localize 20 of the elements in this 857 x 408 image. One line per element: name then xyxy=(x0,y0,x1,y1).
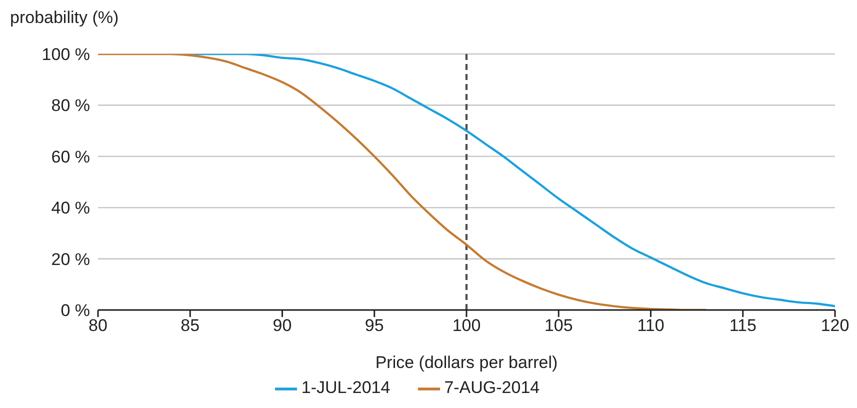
x-tick-label: 80 xyxy=(88,316,108,336)
x-tick-label: 110 xyxy=(637,316,664,336)
x-tick-label: 95 xyxy=(364,316,384,336)
x-axis-title: Price (dollars per barrel) xyxy=(375,353,558,372)
y-tick-label: 80 % xyxy=(51,96,90,116)
y-tick-label: 100 % xyxy=(42,45,90,64)
y-axis-title: probability (%) xyxy=(10,8,119,28)
line-series xyxy=(98,54,708,310)
y-tick-label: 0 % xyxy=(60,301,90,320)
y-tick-label: 20 % xyxy=(51,250,90,269)
x-tick-label: 115 xyxy=(729,316,756,336)
legend-label: 1-JUL-2014 xyxy=(301,378,390,398)
x-tick-label: 85 xyxy=(180,316,200,336)
legend-label: 7-AUG-2014 xyxy=(444,378,540,398)
x-tick-label: 105 xyxy=(544,316,573,336)
y-tick-label: 60 % xyxy=(51,147,90,166)
y-tick-label: 40 % xyxy=(51,198,90,218)
x-tick-label: 120 xyxy=(820,316,850,336)
x-tick-label: 100 xyxy=(452,316,481,336)
x-tick-label: 90 xyxy=(272,316,292,336)
